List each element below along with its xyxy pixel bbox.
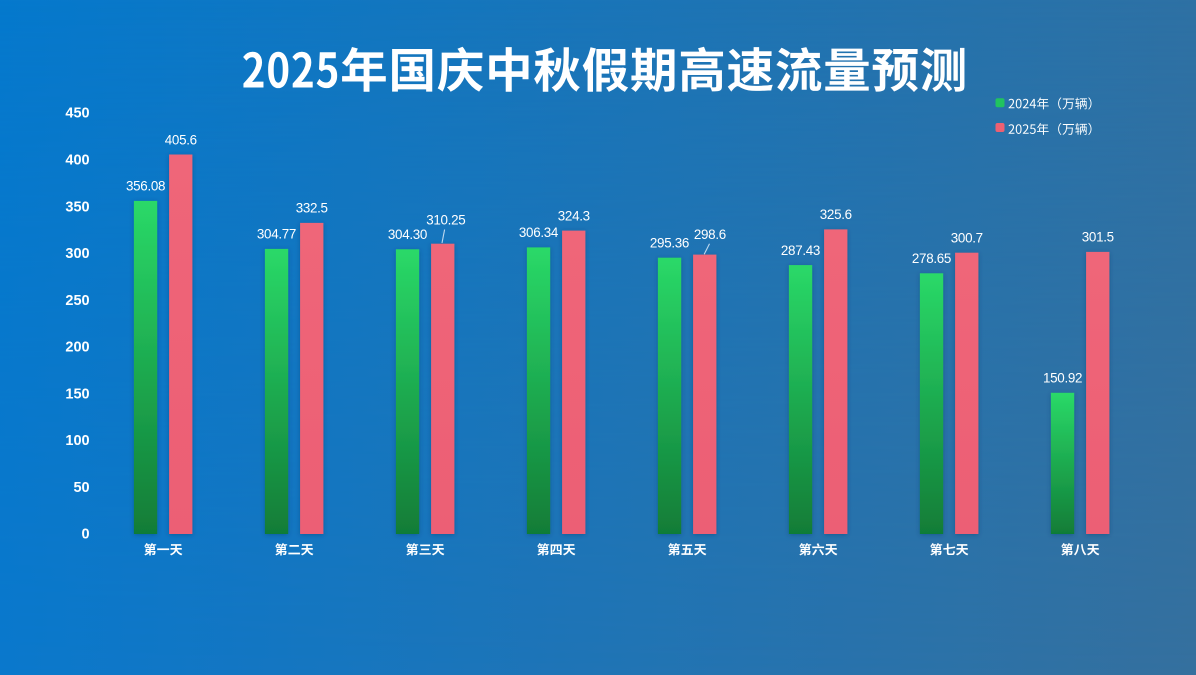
svg-text:298.6: 298.6 <box>694 227 726 242</box>
svg-text:310.25: 310.25 <box>426 213 465 228</box>
svg-text:301.5: 301.5 <box>1082 230 1114 245</box>
svg-text:295.36: 295.36 <box>650 236 689 251</box>
svg-text:200: 200 <box>65 340 89 356</box>
svg-text:150.92: 150.92 <box>1043 371 1082 386</box>
svg-text:50: 50 <box>73 480 89 496</box>
svg-text:405.6: 405.6 <box>165 132 197 147</box>
svg-text:287.43: 287.43 <box>781 243 820 258</box>
svg-text:356.08: 356.08 <box>126 179 165 194</box>
svg-text:325.6: 325.6 <box>820 207 852 222</box>
svg-text:278.65: 278.65 <box>912 251 951 266</box>
svg-text:332.5: 332.5 <box>296 201 328 216</box>
svg-text:100: 100 <box>65 433 89 449</box>
svg-text:304.30: 304.30 <box>388 227 427 242</box>
svg-text:324.3: 324.3 <box>558 208 590 223</box>
svg-text:450: 450 <box>65 106 89 122</box>
svg-text:150: 150 <box>65 386 89 402</box>
svg-text:400: 400 <box>65 153 89 169</box>
svg-text:0: 0 <box>82 527 90 543</box>
svg-text:300: 300 <box>65 246 89 262</box>
svg-text:250: 250 <box>65 293 89 309</box>
svg-text:306.34: 306.34 <box>519 225 559 240</box>
svg-text:350: 350 <box>65 199 89 215</box>
svg-text:304.77: 304.77 <box>257 227 296 242</box>
svg-text:300.7: 300.7 <box>951 231 983 246</box>
